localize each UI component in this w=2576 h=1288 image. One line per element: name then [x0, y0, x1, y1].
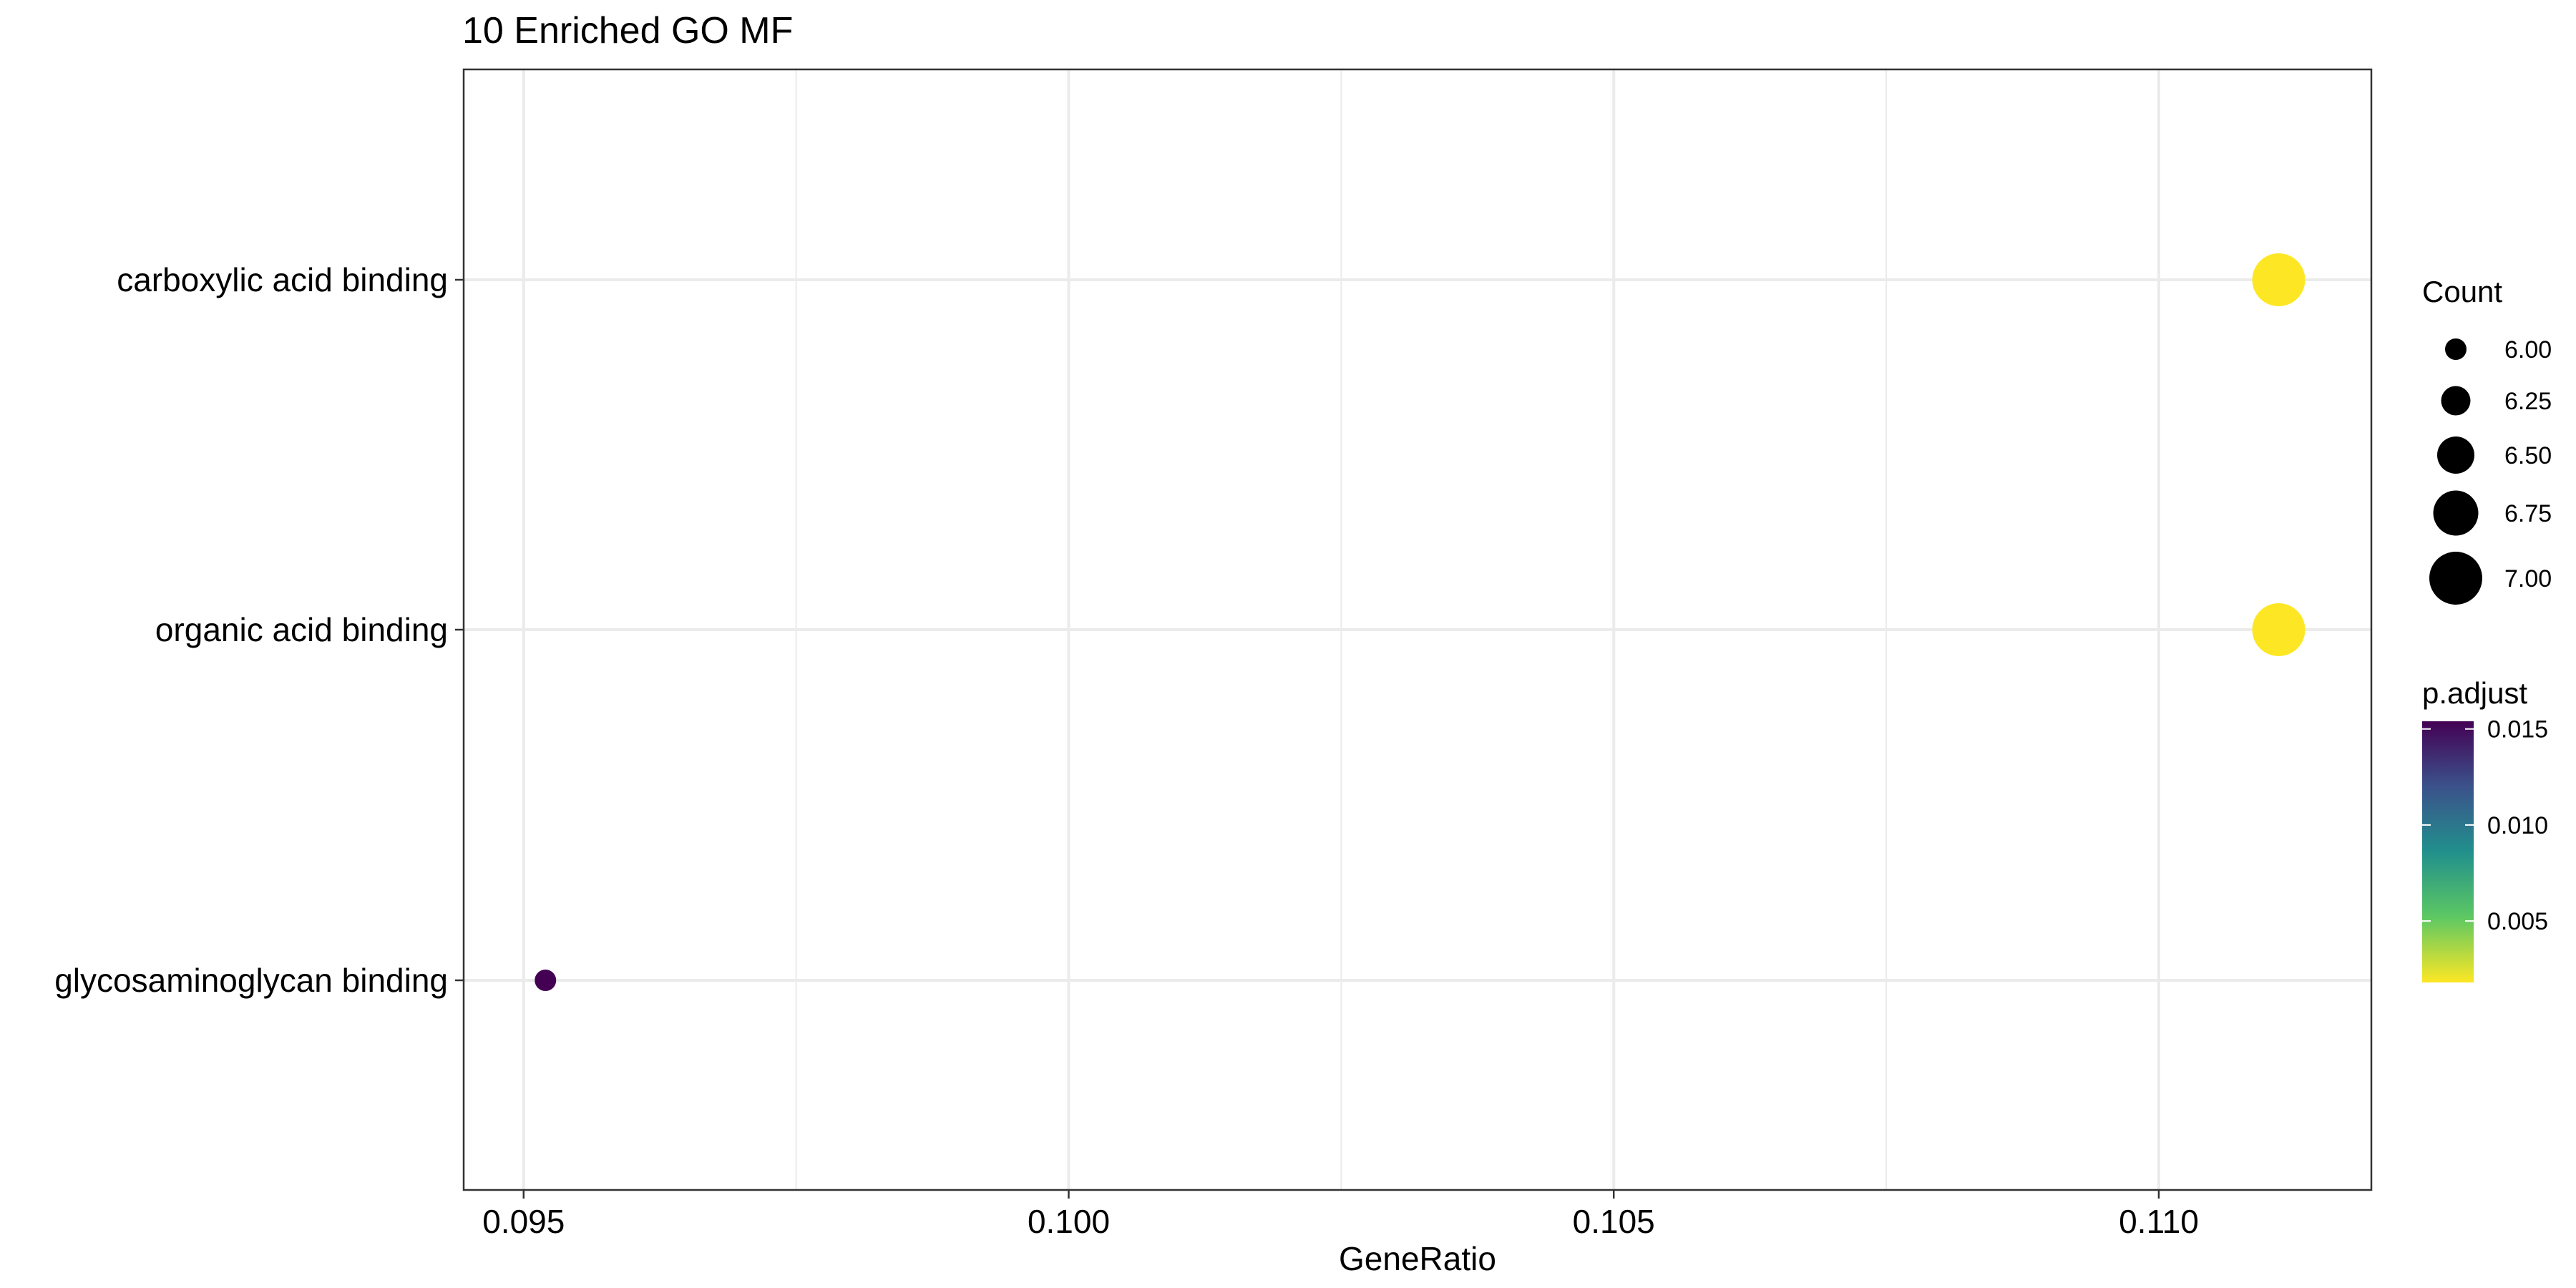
padjust-legend-label: 0.015: [2487, 716, 2548, 743]
x-axis: 0.095 0.100 0.105 0.110: [482, 1190, 2199, 1240]
x-axis-title: GeneRatio: [1339, 1240, 1496, 1277]
chart-title: 10 Enriched GO MF: [462, 10, 793, 52]
data-point: [535, 970, 557, 991]
count-legend-label: 6.00: [2504, 336, 2552, 364]
count-legend-label: 7.00: [2504, 565, 2552, 592]
count-legend-label: 6.75: [2504, 500, 2552, 527]
padjust-legend-label: 0.005: [2487, 908, 2548, 935]
padjust-legend: p.adjust 0.015 0.010 0.005: [2422, 676, 2548, 982]
data-points: [535, 253, 2306, 991]
data-point: [2252, 253, 2306, 306]
count-legend-key: [2429, 552, 2482, 605]
data-point: [2252, 603, 2306, 656]
y-tick-label: organic acid binding: [155, 611, 448, 648]
y-tick-label: carboxylic acid binding: [117, 261, 448, 298]
x-tick-label: 0.095: [482, 1203, 565, 1240]
y-axis: carboxylic acid binding organic acid bind…: [54, 261, 464, 999]
count-legend: Count 6.00 6.25 6.50 6.75 7.00: [2422, 275, 2552, 605]
count-legend-label: 6.25: [2504, 388, 2552, 415]
x-tick-label: 0.105: [1573, 1203, 1655, 1240]
padjust-colorbar: [2422, 721, 2474, 982]
count-legend-key: [2437, 436, 2474, 474]
y-tick-label: glycosaminoglycan binding: [54, 962, 448, 999]
count-legend-key: [2441, 386, 2471, 416]
count-legend-label: 6.50: [2504, 442, 2552, 469]
count-legend-title: Count: [2422, 275, 2502, 308]
count-legend-key: [2445, 338, 2467, 360]
padjust-legend-label: 0.010: [2487, 812, 2548, 839]
grid-lines: [464, 69, 2371, 1190]
count-legend-key: [2433, 490, 2479, 536]
x-tick-label: 0.100: [1028, 1203, 1110, 1240]
padjust-legend-title: p.adjust: [2422, 676, 2527, 710]
x-tick-label: 0.110: [2119, 1203, 2199, 1240]
